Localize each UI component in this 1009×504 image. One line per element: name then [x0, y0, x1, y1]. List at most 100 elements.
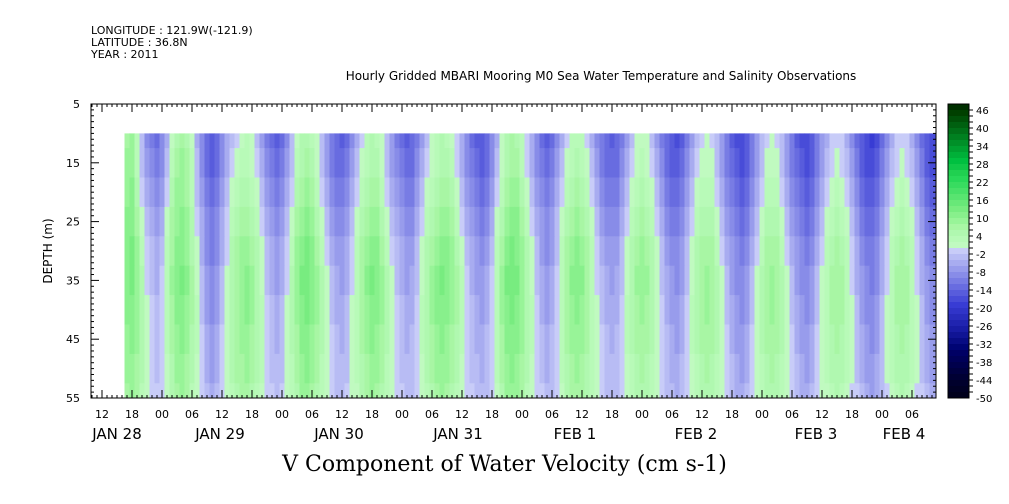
heatmap-cell	[204, 353, 211, 384]
heatmap-cell	[389, 383, 396, 399]
heatmap-cell	[834, 206, 841, 237]
heatmap-cell	[919, 383, 926, 399]
heatmap-cell	[464, 206, 471, 237]
x-tick-label: 18	[245, 408, 259, 421]
colorbar-swatch	[948, 146, 969, 153]
heatmap-cell	[574, 236, 581, 267]
heatmap-cell	[229, 236, 236, 267]
heatmap-cell	[244, 148, 251, 178]
heatmap-cell	[134, 148, 141, 178]
heatmap-cell	[259, 148, 266, 178]
heatmap-cell	[359, 324, 366, 355]
heatmap-cell	[459, 133, 466, 149]
heatmap-cell	[724, 148, 731, 178]
heatmap-cell	[679, 353, 686, 384]
heatmap-cell	[224, 177, 231, 208]
heatmap-cell	[779, 265, 786, 296]
heatmap-cell	[654, 324, 661, 355]
heatmap-cell	[364, 206, 371, 237]
heatmap-cell	[604, 265, 611, 296]
heatmap-cell	[579, 265, 586, 296]
heatmap-cell	[869, 265, 876, 296]
heatmap-cell	[374, 265, 381, 296]
heatmap-cell	[479, 265, 486, 296]
heatmap-cell	[199, 133, 206, 149]
heatmap-cell	[549, 295, 556, 325]
heatmap-cell	[804, 265, 811, 296]
heatmap-cell	[774, 295, 781, 325]
heatmap-cell	[549, 133, 556, 149]
heatmap-cell	[769, 265, 776, 296]
heatmap-cell	[404, 236, 411, 267]
heatmap-cell	[229, 295, 236, 325]
heatmap-cell	[394, 177, 401, 208]
heatmap-cell	[689, 295, 696, 325]
heatmap-cell	[544, 133, 551, 149]
heatmap-cell	[364, 324, 371, 355]
heatmap-cell	[269, 206, 276, 237]
heatmap-cell	[724, 206, 731, 237]
heatmap-cell	[604, 383, 611, 399]
heatmap-cell	[399, 236, 406, 267]
heatmap-cell	[454, 295, 461, 325]
heatmap-cell	[599, 177, 606, 208]
heatmap-cell	[844, 295, 851, 325]
heatmap-cell	[454, 177, 461, 208]
heatmap-cell	[569, 353, 576, 384]
heatmap-cell	[459, 177, 466, 208]
heatmap-cell	[854, 206, 861, 237]
heatmap-cell	[379, 133, 386, 149]
heatmap-cell	[454, 206, 461, 237]
heatmap-cell	[814, 148, 821, 178]
heatmap-cell	[314, 206, 321, 237]
heatmap-cell	[579, 353, 586, 384]
colorbar-swatch	[948, 134, 969, 141]
heatmap-cell	[224, 324, 231, 355]
heatmap-cell	[649, 133, 656, 149]
heatmap-cell	[829, 206, 836, 237]
heatmap-cell	[154, 133, 161, 149]
heatmap-cell	[464, 383, 471, 399]
heatmap-cell	[464, 133, 471, 149]
heatmap-cell	[299, 148, 306, 178]
heatmap-cell	[139, 383, 146, 399]
x-tick-label: 06	[665, 408, 679, 421]
heatmap-cell	[414, 133, 421, 149]
heatmap-cell	[234, 265, 241, 296]
heatmap-cell	[169, 236, 176, 267]
heatmap-cell	[209, 324, 216, 355]
heatmap-cell	[529, 148, 536, 178]
heatmap-cell	[624, 265, 631, 296]
heatmap-cell	[544, 353, 551, 384]
heatmap-cell	[674, 206, 681, 237]
heatmap-cell	[599, 353, 606, 384]
heatmap-cell	[804, 383, 811, 399]
heatmap-cell	[784, 265, 791, 296]
heatmap-cell	[224, 265, 231, 296]
heatmap-cell	[889, 265, 896, 296]
heatmap-cell	[729, 265, 736, 296]
heatmap-cell	[474, 148, 481, 178]
heatmap-cell	[209, 148, 216, 178]
heatmap-cell	[664, 265, 671, 296]
heatmap-cell	[474, 236, 481, 267]
heatmap-cell	[734, 148, 741, 178]
heatmap-cell	[814, 236, 821, 267]
heatmap-cell	[864, 383, 871, 399]
heatmap-cell	[279, 265, 286, 296]
heatmap-cell	[144, 236, 151, 267]
heatmap-cell	[449, 265, 456, 296]
heatmap-cell	[319, 383, 326, 399]
heatmap-cell	[799, 236, 806, 267]
heatmap-cell	[314, 324, 321, 355]
heatmap-cell	[304, 148, 311, 178]
heatmap-cell	[664, 133, 671, 149]
heatmap-cell	[379, 295, 386, 325]
heatmap-cell	[924, 148, 931, 178]
heatmap-cell	[789, 236, 796, 267]
heatmap-cell	[584, 353, 591, 384]
heatmap-cell	[709, 133, 716, 149]
heatmap-cell	[739, 177, 746, 208]
heatmap-cell	[574, 383, 581, 399]
